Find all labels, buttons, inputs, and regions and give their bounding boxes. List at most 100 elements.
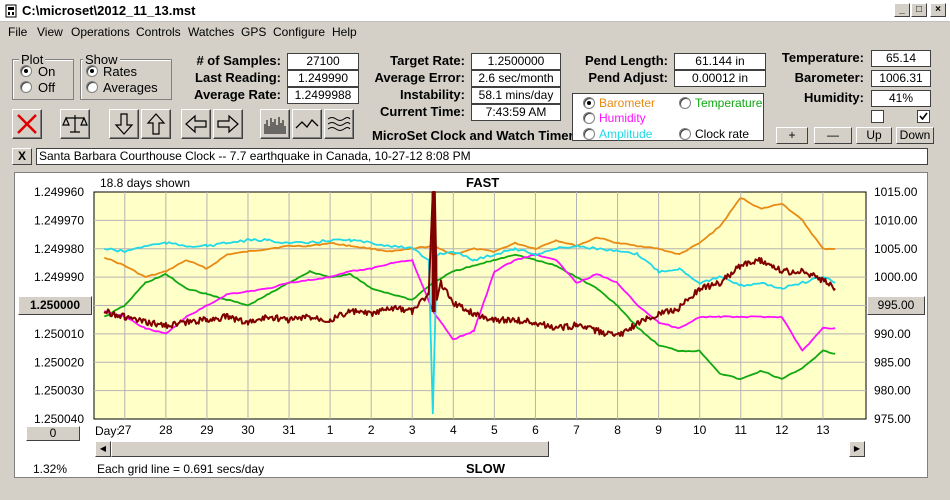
down-button[interactable]: Down: [896, 127, 934, 144]
clock-rate-radio[interactable]: [679, 128, 691, 140]
arrow-right-button[interactable]: [213, 109, 243, 139]
line-graph-icon: [295, 118, 319, 129]
close-button[interactable]: ×: [930, 3, 946, 17]
right-tick-label: 990.00: [874, 327, 911, 341]
minimize-icon: _: [899, 4, 905, 15]
note-input[interactable]: Santa Barbara Courthouse Clock -- 7.7 ea…: [36, 148, 928, 165]
red-x-icon: [17, 114, 37, 134]
menu-configure[interactable]: Configure: [273, 25, 326, 39]
current-time-value: 7:43:59 AM: [471, 104, 561, 121]
up-button[interactable]: Up: [856, 127, 892, 144]
percent-label: 1.32%: [33, 462, 68, 476]
minimize-button[interactable]: _: [894, 3, 910, 17]
show-rates-radio[interactable]: [86, 65, 98, 77]
right-tick-label: 980.00: [874, 384, 911, 398]
left-tick-label: 1.249990: [34, 270, 84, 284]
menu-watches[interactable]: Watches: [188, 25, 235, 39]
arrow-left-button[interactable]: [181, 109, 211, 139]
amplitude-radio[interactable]: [583, 128, 595, 140]
scroll-right-icon: ▶: [853, 444, 861, 453]
barometer-series-line: [103, 197, 836, 278]
menu-view[interactable]: View: [37, 25, 63, 39]
target-rate-value: 1.2500000: [471, 53, 561, 70]
last-reading-label: Last Reading:: [195, 70, 281, 85]
bars-view-button[interactable]: [260, 109, 290, 139]
x-tick-label: 28: [159, 423, 173, 437]
humidity-radio[interactable]: [583, 112, 595, 124]
plus-button[interactable]: +: [776, 127, 808, 144]
show-averages-radio[interactable]: [86, 81, 98, 93]
line-view-button[interactable]: [292, 109, 322, 139]
right-tick-label: 1015.00: [874, 185, 918, 199]
temperature-radio[interactable]: [679, 97, 691, 109]
left-tick-label: 1.249970: [34, 213, 84, 227]
barometer-radio[interactable]: [583, 97, 595, 109]
balance-button[interactable]: [60, 109, 90, 139]
arrow-up-button[interactable]: [141, 109, 171, 139]
series-select-box: [572, 93, 764, 141]
temperature-label: Temperature: [695, 96, 763, 110]
menu-bar: File View Operations Controls Watches GP…: [0, 22, 950, 42]
left-value-button[interactable]: 1.250000: [18, 296, 92, 315]
note-close-button[interactable]: X: [12, 148, 32, 165]
left-tick-label: 1.250040: [34, 412, 84, 426]
pend-adjust-value: 0.00012 in: [674, 70, 766, 87]
days-shown-label: 18.8 days shown: [100, 176, 191, 190]
right-value-button[interactable]: 995.00: [867, 296, 925, 315]
barometer-label: Barometer: [599, 96, 656, 110]
menu-controls[interactable]: Controls: [136, 25, 181, 39]
left-zero-button[interactable]: 0: [26, 426, 80, 441]
left-tick-label: 1.250030: [34, 384, 84, 398]
maximize-button[interactable]: □: [911, 3, 927, 17]
arrow-up-icon: [146, 113, 166, 135]
day-label: Day:: [95, 424, 120, 438]
right-checkbox[interactable]: [917, 110, 930, 123]
instability-label: Instability:: [399, 87, 465, 102]
wave-graph-icon: [327, 117, 351, 131]
left-checkbox[interactable]: [871, 110, 884, 123]
plot-off-label: Off: [38, 80, 56, 95]
average-error-label: Average Error:: [374, 70, 465, 85]
title-bar: C:\microset\2012_11_13.mst _ □ ×: [0, 0, 950, 22]
temperature-reading-value: 65.14: [871, 50, 931, 67]
bar-graph-icon: [264, 117, 286, 134]
minus-button[interactable]: —: [814, 127, 852, 144]
x-tick-label: 8: [614, 423, 621, 437]
show-rates-label: Rates: [103, 64, 137, 79]
close-icon: ×: [935, 4, 941, 15]
arrow-down-icon: [114, 113, 134, 135]
arrow-left-icon: [185, 114, 207, 134]
stop-button[interactable]: [12, 109, 42, 139]
scroll-left-button[interactable]: ◀: [95, 441, 111, 457]
balance-scale-icon: [62, 115, 88, 133]
humidity-reading-label: Humidity:: [804, 90, 864, 105]
x-tick-label: 9: [655, 423, 662, 437]
right-tick-label: 975.00: [874, 412, 911, 426]
right-tick-label: 1010.00: [874, 213, 918, 227]
menu-help[interactable]: Help: [332, 25, 357, 39]
rate-series-line: [103, 191, 836, 337]
target-rate-label: Target Rate:: [390, 53, 465, 68]
app-title: MicroSet Clock and Watch Timer: [372, 128, 574, 143]
x-tick-label: 11: [735, 423, 748, 437]
humidity-series-line: [103, 253, 836, 352]
show-averages-label: Averages: [103, 80, 158, 95]
average-error-value: 2.6 sec/month: [471, 70, 561, 87]
scrollbar-thumb[interactable]: [111, 441, 549, 457]
scroll-right-button[interactable]: ▶: [849, 441, 865, 457]
temperature-series-line: [104, 253, 836, 380]
plot-off-radio[interactable]: [20, 81, 32, 93]
arrow-down-button[interactable]: [109, 109, 139, 139]
slow-label: SLOW: [466, 461, 505, 476]
menu-operations[interactable]: Operations: [71, 25, 130, 39]
x-tick-label: 1: [327, 423, 334, 437]
menu-gps[interactable]: GPS: [241, 25, 267, 39]
temperature-reading-label: Temperature:: [781, 50, 864, 65]
instability-value: 58.1 mins/day: [471, 87, 561, 104]
wave-view-button[interactable]: [324, 109, 354, 139]
menu-file[interactable]: File: [8, 25, 28, 39]
scrollbar-track[interactable]: [549, 441, 849, 457]
plot-on-radio[interactable]: [20, 65, 32, 77]
plot-group-title: Plot: [19, 52, 46, 67]
scroll-left-icon: ◀: [99, 444, 107, 453]
